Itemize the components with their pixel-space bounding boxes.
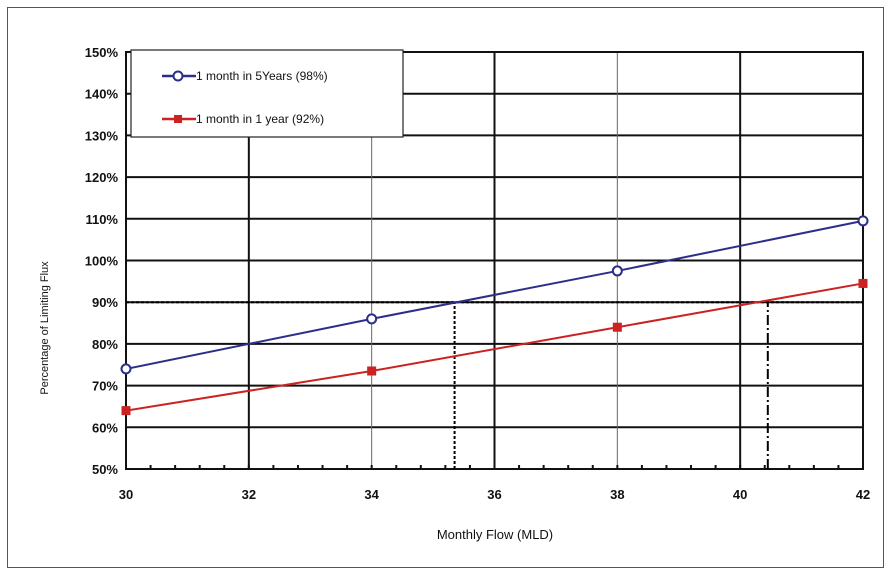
reference-lines	[126, 301, 863, 469]
y-tick-label: 110%	[85, 212, 118, 227]
x-tick-label: 30	[119, 487, 133, 502]
y-tick-label: 140%	[85, 87, 119, 102]
tick-labels: 50% 60% 70% 80% 90% 100% 110% 120% 130% 140% 150% 3…	[85, 45, 870, 502]
data-point-1	[121, 406, 131, 416]
y-tick-label: 60%	[92, 420, 118, 435]
series-layer	[120, 215, 869, 416]
legend-marker-1	[174, 115, 182, 123]
x-tick-label: 34	[364, 487, 379, 502]
data-point-1	[367, 366, 377, 376]
series-line-1	[125, 282, 864, 412]
y-tick-label: 80%	[92, 337, 118, 352]
x-tick-label: 42	[856, 487, 870, 502]
x-tick-label: 40	[733, 487, 747, 502]
x-tick-label: 36	[487, 487, 501, 502]
data-point-0	[366, 313, 378, 325]
legend-label-1: 1 month in 1 year (92%)	[196, 112, 324, 126]
y-tick-label: 90%	[92, 295, 118, 310]
legend-marker-0	[172, 70, 184, 82]
x-tick-label: 32	[242, 487, 256, 502]
legend-label-0: 1 month in 5Years (98%)	[196, 69, 328, 83]
y-tick-label: 50%	[92, 462, 118, 477]
y-tick-label: 70%	[92, 379, 118, 394]
y-axis-label: Percentage of Limiting Flux	[39, 261, 51, 395]
data-point-0	[611, 265, 623, 277]
data-point-1	[612, 322, 622, 332]
y-tick-label: 120%	[85, 170, 119, 185]
data-point-1	[858, 278, 868, 288]
y-tick-label: 130%	[85, 128, 119, 143]
y-tick-label: 150%	[85, 45, 119, 60]
series-line-0	[125, 219, 864, 370]
legend: 1 month in 5Years (98%) 1 month in 1 yea…	[130, 49, 404, 138]
data-point-0	[120, 363, 132, 375]
x-tick-label: 38	[610, 487, 624, 502]
plot-area-border	[125, 51, 864, 470]
data-point-0	[857, 215, 869, 227]
x-axis-label: Monthly Flow (MLD)	[437, 527, 553, 542]
y-tick-label: 100%	[85, 254, 119, 269]
